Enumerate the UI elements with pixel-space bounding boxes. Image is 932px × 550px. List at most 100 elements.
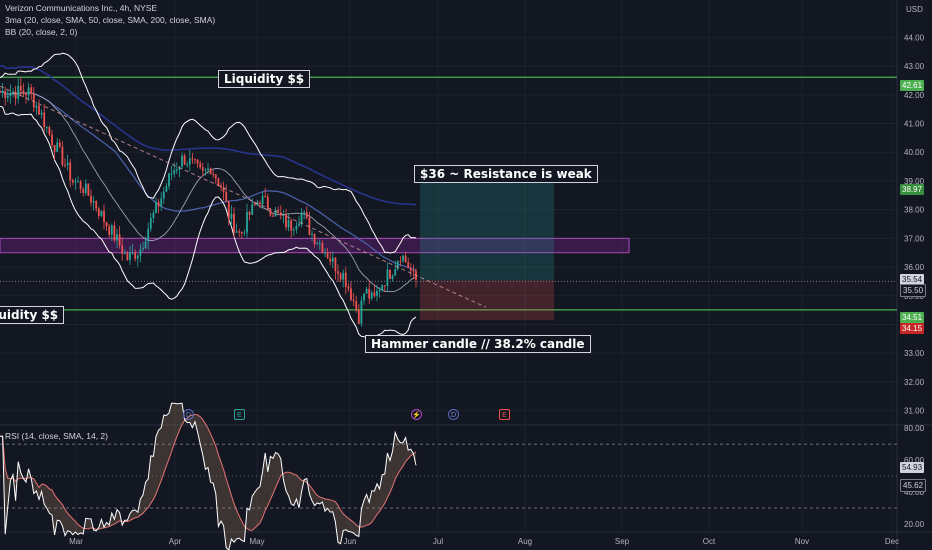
candle-body[interactable]: [363, 293, 365, 301]
candle-body[interactable]: [207, 168, 209, 170]
candle-body[interactable]: [259, 202, 261, 205]
candle-body[interactable]: [64, 164, 66, 166]
candle-body[interactable]: [69, 162, 72, 181]
candle-body[interactable]: [368, 288, 371, 299]
candle-body[interactable]: [246, 212, 248, 233]
candle-body[interactable]: [298, 223, 300, 226]
candle-body[interactable]: [357, 309, 360, 324]
candle-body[interactable]: [240, 231, 243, 234]
candle-body[interactable]: [285, 214, 287, 228]
rsi-line[interactable]: [0, 402, 417, 550]
candle-body[interactable]: [290, 220, 293, 231]
candle-body[interactable]: [266, 196, 269, 210]
candle-body[interactable]: [394, 269, 397, 276]
candle-body[interactable]: [168, 173, 170, 187]
split-event-icon[interactable]: ⚡: [411, 409, 422, 420]
downtrend-line[interactable]: [0, 85, 487, 308]
candle-body[interactable]: [139, 249, 142, 256]
candle-body[interactable]: [45, 126, 48, 128]
candle-body[interactable]: [25, 93, 27, 96]
candle-body[interactable]: [100, 210, 103, 216]
candle-body[interactable]: [274, 209, 277, 217]
candle-body[interactable]: [43, 112, 46, 128]
candle-body[interactable]: [350, 288, 352, 300]
candle-body[interactable]: [108, 226, 111, 235]
candle-body[interactable]: [305, 212, 308, 218]
candle-body[interactable]: [110, 225, 113, 235]
candle-body[interactable]: [391, 275, 394, 279]
candle-body[interactable]: [84, 183, 87, 193]
candle-body[interactable]: [134, 252, 137, 259]
candle-body[interactable]: [261, 195, 264, 205]
candle-body[interactable]: [77, 181, 79, 183]
candle-body[interactable]: [194, 159, 196, 161]
candle-body[interactable]: [337, 271, 339, 274]
candle-body[interactable]: [222, 187, 225, 192]
candle-body[interactable]: [324, 252, 326, 254]
bb-indicator-legend[interactable]: BB (20, close, 2, 0): [5, 27, 78, 37]
candle-body[interactable]: [396, 260, 399, 270]
candle-body[interactable]: [74, 181, 77, 183]
candle-body[interactable]: [389, 269, 391, 279]
candle-body[interactable]: [126, 252, 129, 260]
candle-body[interactable]: [217, 178, 220, 186]
ma200-line[interactable]: [0, 64, 417, 206]
candle-body[interactable]: [355, 300, 358, 310]
candle-body[interactable]: [404, 255, 407, 263]
candle-body[interactable]: [287, 220, 290, 228]
candle-body[interactable]: [204, 169, 207, 171]
candle-body[interactable]: [9, 92, 12, 96]
candle-body[interactable]: [334, 257, 337, 272]
candle-body[interactable]: [19, 85, 22, 91]
candle-body[interactable]: [402, 255, 404, 261]
candle-body[interactable]: [251, 204, 254, 215]
candle-body[interactable]: [329, 258, 332, 262]
candle-body[interactable]: [183, 155, 186, 165]
candle-body[interactable]: [399, 260, 402, 262]
candle-body[interactable]: [14, 91, 17, 99]
candle-body[interactable]: [144, 241, 147, 248]
candle-body[interactable]: [412, 270, 415, 272]
candle-body[interactable]: [373, 292, 376, 296]
candle-body[interactable]: [1, 90, 4, 93]
bb-upper-line[interactable]: [0, 52, 417, 254]
candle-body[interactable]: [105, 222, 108, 227]
candle-body[interactable]: [264, 195, 267, 197]
candle-body[interactable]: [326, 252, 329, 259]
candle-body[interactable]: [58, 142, 61, 147]
candle-body[interactable]: [196, 160, 199, 164]
candle-body[interactable]: [342, 272, 345, 280]
candle-body[interactable]: [300, 212, 303, 224]
candle-body[interactable]: [87, 183, 90, 196]
candle-body[interactable]: [56, 142, 59, 152]
candle-body[interactable]: [129, 252, 131, 260]
hammer-annotation[interactable]: Hammer candle // 38.2% candle: [365, 335, 591, 353]
candle-body[interactable]: [321, 243, 324, 254]
candle-body[interactable]: [360, 300, 363, 324]
candle-body[interactable]: [225, 191, 228, 202]
candle-body[interactable]: [118, 234, 121, 246]
liquidity-bottom-annotation[interactable]: Liquidity $$: [0, 306, 65, 324]
candle-body[interactable]: [378, 290, 381, 292]
candle-body[interactable]: [316, 243, 319, 245]
candle-body[interactable]: [199, 163, 202, 168]
candle-body[interactable]: [272, 215, 274, 217]
candle-body[interactable]: [82, 189, 85, 193]
earnings-event-icon[interactable]: E: [234, 409, 245, 420]
candle-body[interactable]: [220, 185, 222, 188]
candle-body[interactable]: [248, 212, 251, 215]
candle-body[interactable]: [214, 174, 217, 179]
candle-body[interactable]: [90, 195, 92, 203]
candle-body[interactable]: [292, 229, 295, 231]
candle-body[interactable]: [152, 212, 155, 219]
candle-body[interactable]: [113, 225, 116, 241]
rsi-indicator-legend[interactable]: RSI (14, close, SMA, 14, 2): [5, 431, 108, 441]
candle-body[interactable]: [123, 252, 126, 254]
candle-body[interactable]: [344, 272, 347, 287]
candle-body[interactable]: [376, 290, 378, 296]
candle-body[interactable]: [347, 286, 350, 289]
candle-body[interactable]: [365, 288, 368, 294]
candle-body[interactable]: [103, 210, 105, 223]
candle-body[interactable]: [243, 232, 246, 234]
